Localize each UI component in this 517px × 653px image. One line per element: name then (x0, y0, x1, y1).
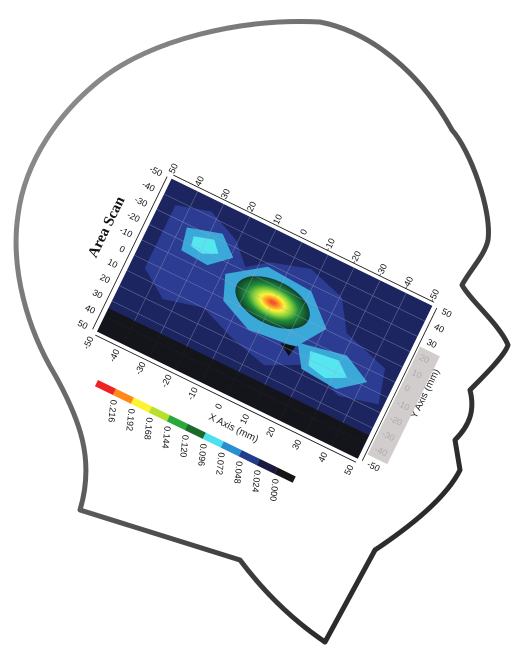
legend-swatch (94, 380, 116, 396)
x-tick-top: 50 (167, 162, 180, 175)
legend-swatch (256, 458, 278, 474)
y-tick-right: 30 (425, 337, 438, 350)
legend-label: 0.216 (106, 399, 118, 422)
legend: 0.216 0.192 0.168 0.144 0.120 0.096 0.072 0.048… (94, 380, 296, 502)
y-tick-left: 0 (118, 244, 127, 255)
legend-label: 0.168 (142, 417, 154, 440)
legend-label: 0.120 (178, 434, 190, 457)
x-tick-top: 10 (271, 213, 284, 226)
legend-colorbar (94, 380, 296, 483)
x-tick-bottom: 10 (238, 412, 251, 425)
legend-label: 0.096 (196, 443, 208, 466)
x-tick-top: 40 (193, 174, 206, 187)
legend-label: 0.024 (250, 469, 262, 492)
y-tick-left: 10 (106, 257, 119, 270)
y-tick-right: 40 (433, 321, 446, 334)
y-tick-right: 50 (440, 306, 453, 319)
x-tick-bottom: 40 (316, 451, 329, 464)
legend-swatch (220, 441, 242, 457)
ruler-ticks (92, 174, 438, 463)
x-tick-bottom: 20 (264, 425, 277, 438)
y-tick-left: 20 (98, 272, 111, 285)
x-tick-top: 0 (298, 228, 309, 237)
legend-swatch (202, 432, 224, 448)
legend-label: 0.072 (214, 452, 226, 475)
legend-swatch (148, 406, 170, 422)
x-tick-top: 30 (219, 187, 232, 200)
y-tick-left: 40 (83, 303, 96, 316)
legend-swatch (184, 423, 206, 439)
legend-swatch (166, 415, 188, 431)
x-tick-bottom: 0 (213, 402, 224, 411)
x-tick-bottom: 50 (342, 463, 355, 476)
y-tick-left: 50 (76, 318, 89, 331)
legend-swatch (274, 467, 296, 483)
legend-label: 0.192 (124, 408, 136, 431)
legend-label: 0.000 (268, 478, 280, 501)
legend-swatch (238, 450, 260, 466)
legend-labels: 0.216 0.192 0.168 0.144 0.120 0.096 0.072 0.048… (106, 399, 280, 501)
x-tick-top: 20 (245, 200, 258, 213)
y-tick-left: 30 (91, 287, 104, 300)
x-tick-bottom: 30 (290, 438, 303, 451)
legend-swatch (112, 388, 134, 404)
legend-swatch (130, 397, 152, 413)
legend-label: 0.144 (160, 426, 172, 449)
side-panel (367, 346, 440, 465)
legend-label: 0.048 (232, 461, 244, 484)
